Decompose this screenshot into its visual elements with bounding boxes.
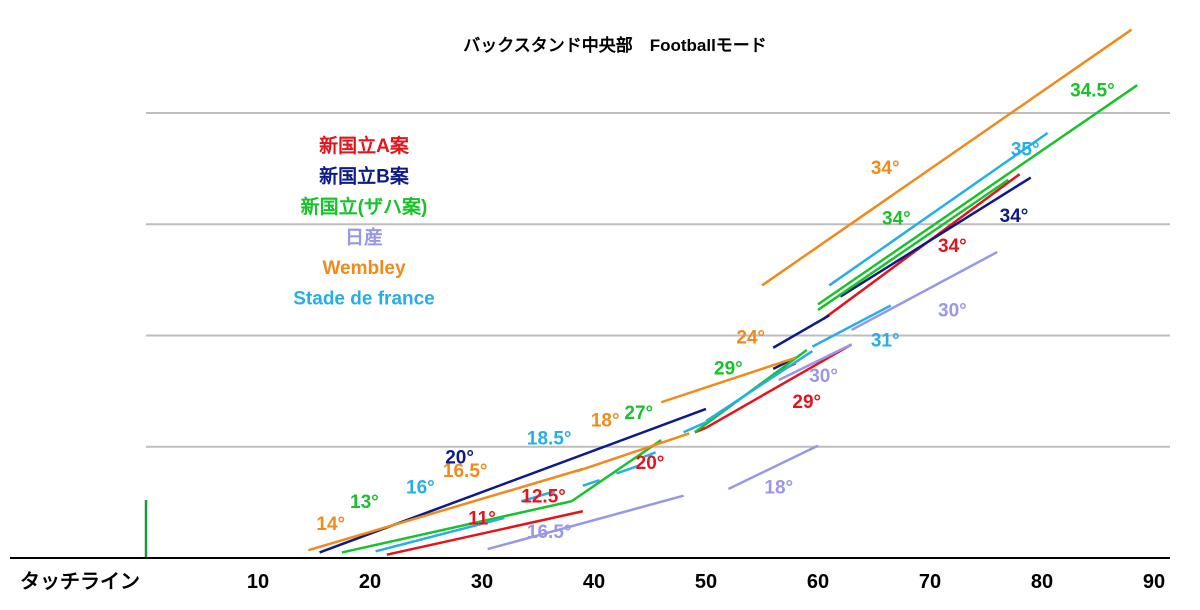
x-tick-label: 10 xyxy=(247,571,269,593)
gridlines xyxy=(144,112,1170,558)
x-tick-label: 50 xyxy=(695,571,717,593)
series-segment xyxy=(772,314,830,349)
legend-entry: Stade de france xyxy=(293,289,435,310)
series-segment xyxy=(778,343,853,382)
angle-label: 11° xyxy=(468,509,496,530)
series-segment xyxy=(761,28,1133,287)
angle-label: 12.5° xyxy=(521,486,566,507)
legend-entry: 日産 xyxy=(345,226,383,249)
angle-label: 35° xyxy=(1011,139,1040,160)
legend-entry: 新国立A案 xyxy=(319,134,410,157)
angle-label: 18° xyxy=(591,411,620,432)
series-segment xyxy=(576,432,690,473)
angle-label: 34° xyxy=(871,158,900,179)
series-segment xyxy=(386,510,584,556)
angle-label: 20° xyxy=(636,453,665,474)
angle-label: 30° xyxy=(938,301,967,322)
angle-label: 34° xyxy=(938,236,967,257)
series-segment xyxy=(487,494,684,551)
series-segment xyxy=(375,516,505,553)
angle-label: 34° xyxy=(882,208,911,229)
x-axis: タッチライン 10 20 30 40 50 60 70 80 90 xyxy=(10,557,1170,593)
series-segment xyxy=(839,176,1032,298)
angle-label: 29° xyxy=(714,358,743,379)
touchline-label: タッチライン xyxy=(20,570,140,593)
series-segment xyxy=(851,250,998,332)
series-segment xyxy=(308,467,584,552)
series-segment xyxy=(615,464,640,475)
x-tick-label: 80 xyxy=(1031,571,1053,593)
series-segment xyxy=(660,356,796,404)
series-segment xyxy=(705,343,853,429)
angle-label: 18.5° xyxy=(527,429,572,450)
x-tick-label: 90 xyxy=(1143,571,1165,593)
series-segment xyxy=(520,490,556,503)
x-tick-label: 70 xyxy=(919,571,941,593)
series-segment xyxy=(828,131,1049,287)
legend-entry: 新国立(ザハ案) xyxy=(301,195,428,218)
angle-label: 34° xyxy=(1000,206,1029,227)
legend-entry: 新国立B案 xyxy=(319,165,410,188)
chart-title: バックスタンド中央部 Footballモード xyxy=(463,35,767,55)
angle-label: 13° xyxy=(350,492,379,513)
x-tick-label: 40 xyxy=(583,571,605,593)
x-tick-label: 20 xyxy=(359,571,381,593)
angle-label: 16° xyxy=(406,477,435,498)
series-lines xyxy=(308,28,1138,556)
angle-label: 16.5° xyxy=(527,522,572,543)
series-segment xyxy=(727,444,819,491)
angle-label: 29° xyxy=(792,392,821,413)
angle-label: 16.5° xyxy=(443,461,488,482)
x-tick-label: 30 xyxy=(471,571,493,593)
angle-label: 34.5° xyxy=(1070,80,1115,101)
series-segment xyxy=(705,350,814,423)
angle-labels: 11° 12.5° 20° 29° 34° 20° 34° 13° 27° 29° 34° 34.5°… xyxy=(316,80,1114,543)
legend-entry: Wembley xyxy=(322,258,406,279)
series-segment xyxy=(570,439,662,503)
angle-label: 30° xyxy=(809,366,838,387)
series-segment xyxy=(582,478,600,487)
series-segment xyxy=(683,421,707,434)
series-segment xyxy=(341,500,572,554)
angle-label: 24° xyxy=(736,327,765,348)
series-segment xyxy=(811,304,892,348)
angle-label: 31° xyxy=(871,331,900,352)
angle-label: 27° xyxy=(624,403,653,424)
series-segment xyxy=(817,178,1010,311)
angle-label: 18° xyxy=(764,477,793,498)
angle-label: 14° xyxy=(316,514,345,535)
series-segment xyxy=(643,451,657,458)
series-segment xyxy=(817,84,1138,306)
angle-label: 20° xyxy=(445,447,474,468)
x-tick-label: 60 xyxy=(807,571,829,593)
